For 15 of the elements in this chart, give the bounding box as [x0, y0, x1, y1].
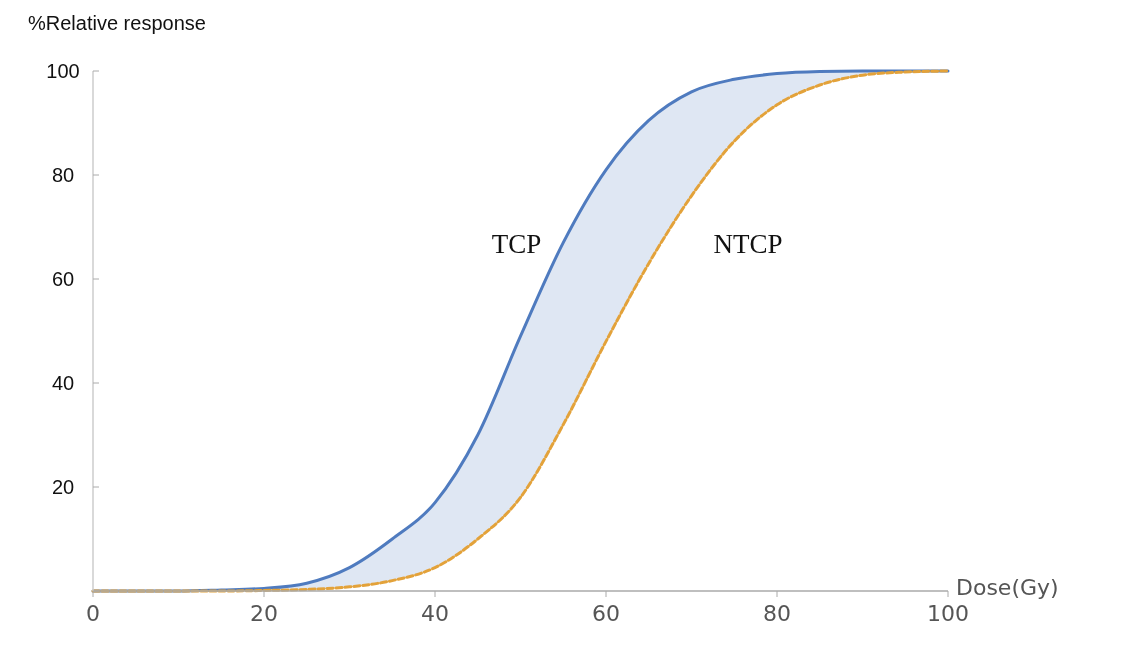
- y-tick-label: 60: [51, 268, 75, 290]
- y-tick-label: 20: [51, 476, 75, 498]
- y-tick-label: 80: [51, 164, 75, 186]
- y-tick-label: 100: [46, 60, 80, 82]
- x-tick-label: 60: [592, 601, 620, 626]
- y-axis-title: %Relative response: [28, 12, 206, 34]
- y-tick-label: 40: [51, 372, 75, 394]
- x-axis-title: Dose(Gy): [956, 575, 1059, 600]
- x-tick-label: 80: [763, 601, 791, 626]
- x-tick-label: 100: [927, 601, 969, 626]
- x-tick-label: 0: [86, 601, 100, 626]
- series-label: TCP: [491, 229, 542, 259]
- x-tick-label: 20: [250, 601, 278, 626]
- series-label: NTCP: [713, 229, 783, 259]
- x-tick-label: 40: [421, 601, 449, 626]
